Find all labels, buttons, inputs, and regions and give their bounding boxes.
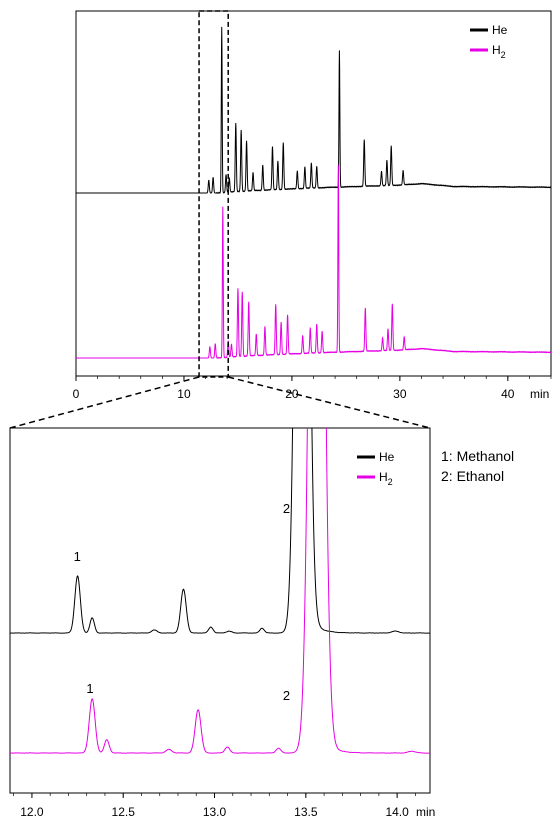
zoomed-series-group: [10, 428, 430, 754]
zoomed-x-axis-label: min: [416, 805, 435, 819]
x-tick-label: 13.0: [203, 805, 227, 819]
legend-label-h2: H2: [492, 43, 506, 60]
x-tick-label: 13.5: [294, 805, 318, 819]
overview-chart: 0 10 20 30 40 min He H2: [73, 10, 552, 401]
legend-label-h2-subscript: 2: [388, 477, 393, 487]
legend-label-h2-main: H: [492, 43, 501, 57]
overview-series-group: [76, 26, 552, 359]
zoomed-chart: 12.0 12.5 13.0 13.5 14.0 min 121 2 He H2 1: M…: [9, 427, 514, 819]
x-tick-label: 10: [177, 387, 191, 401]
zoom-connector-left: [9, 376, 200, 429]
legend-label-h2: H2: [379, 470, 393, 487]
peak-label: 2: [283, 501, 290, 516]
x-tick-label: 0: [73, 387, 80, 401]
legend-label-he: He: [492, 23, 508, 37]
legend-label-he: He: [379, 450, 395, 464]
x-tick-label: 12.0: [20, 805, 44, 819]
zoomed-legend: He H2: [357, 450, 395, 487]
legend-label-h2-main: H: [379, 470, 388, 484]
zoom-connector-right: [228, 376, 431, 429]
overview-x-axis: 0 10 20 30 40: [73, 376, 552, 401]
overview-x-axis-label: min: [530, 387, 549, 401]
x-tick-label: 20: [285, 387, 299, 401]
peak-label: 1: [74, 549, 81, 564]
zoomed-x-axis: 12.0 12.5 13.0 13.5 14.0: [13, 793, 416, 819]
x-tick-label: 30: [393, 387, 407, 401]
series-line-h2: [76, 164, 552, 359]
peak-label: 2: [283, 688, 290, 703]
series-line-h2: [10, 428, 430, 754]
peak-key-methanol: 1: Methanol: [441, 448, 514, 464]
zoom-window-box: [198, 10, 229, 378]
zoomed-peak-labels: 1 2 1 2: [74, 501, 291, 703]
x-tick-label: 12.5: [112, 805, 136, 819]
overview-legend: He H2: [470, 23, 508, 60]
x-tick-label: 40: [501, 387, 515, 401]
x-tick-label: 14.0: [385, 805, 409, 819]
peak-label: 1: [86, 681, 93, 696]
peak-key-ethanol: 2: Ethanol: [441, 468, 504, 484]
legend-label-h2-subscript: 2: [501, 50, 506, 60]
zoomed-plot-frame: [9, 427, 431, 794]
series-line-he: [10, 428, 430, 634]
series-line-he: [76, 26, 552, 194]
